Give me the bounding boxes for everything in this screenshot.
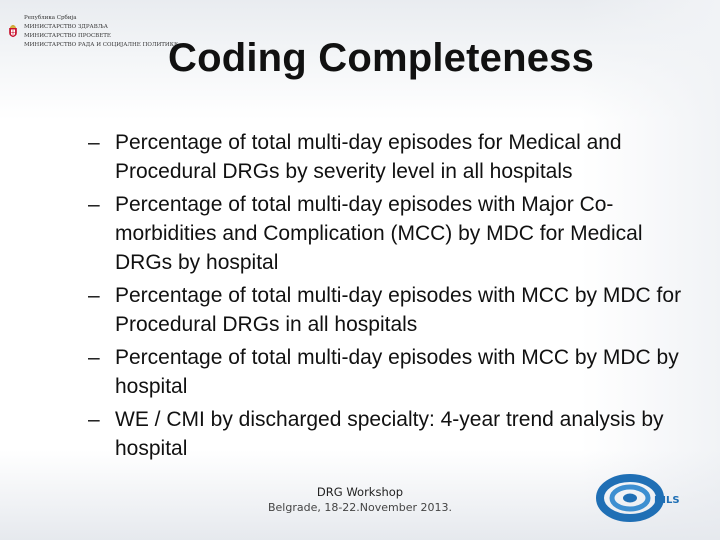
footer: DRG Workshop Belgrade, 18-22.November 20…	[250, 484, 470, 516]
dils-logo-text: DILS	[654, 495, 680, 506]
dils-swirl-icon	[596, 474, 664, 522]
serbian-coat-of-arms-icon	[9, 24, 17, 38]
footer-event: DRG Workshop	[316, 485, 404, 499]
dash-bullet: –	[88, 346, 100, 369]
bullet-item: – WE / CMI by discharged specialty: 4-yea…	[88, 405, 700, 463]
footer-place-date: Belgrade, 18-22.November 2013.	[267, 501, 453, 514]
slide-title: Coding Completeness	[168, 36, 595, 80]
government-logo: Република Србија МИНИСТАРСТВО ЗДРАВЉА МИ…	[8, 8, 178, 64]
bullet-item: – Percentage of total multi-day episodes …	[88, 281, 700, 339]
bullet-text: Percentage of total multi-day episodes w…	[115, 346, 679, 398]
bullet-text: Percentage of total multi-day episodes w…	[115, 284, 682, 336]
bullet-text: Percentage of total multi-day episodes w…	[115, 193, 643, 274]
bullet-item: – Percentage of total multi-day episodes …	[88, 128, 700, 186]
ministry-line: Република Србија	[24, 15, 77, 21]
bullet-item: – Percentage of total multi-day episodes …	[88, 343, 700, 401]
dash-bullet: –	[88, 284, 100, 307]
dils-logo: DILS	[596, 474, 680, 522]
bullet-text: WE / CMI by discharged specialty: 4-year…	[115, 408, 664, 460]
bullet-item: – Percentage of total multi-day episodes …	[88, 190, 700, 277]
dash-bullet: –	[88, 193, 100, 216]
bullet-text: Percentage of total multi-day episodes f…	[115, 131, 622, 183]
ministries-text: Република Србија МИНИСТАРСТВО ЗДРАВЉА МИ…	[24, 14, 178, 50]
ministry-line: МИНИСТАРСТВО ПРОСВЕТЕ	[24, 33, 111, 39]
ministry-line: МИНИСТАРСТВО РАДА И СОЦИЈАЛНЕ ПОЛИТИКЕ	[24, 42, 178, 48]
ministry-line: МИНИСТАРСТВО ЗДРАВЉА	[24, 24, 108, 30]
bullet-list: – Percentage of total multi-day episodes …	[88, 128, 700, 467]
dash-bullet: –	[88, 408, 100, 431]
dash-bullet: –	[88, 131, 100, 154]
